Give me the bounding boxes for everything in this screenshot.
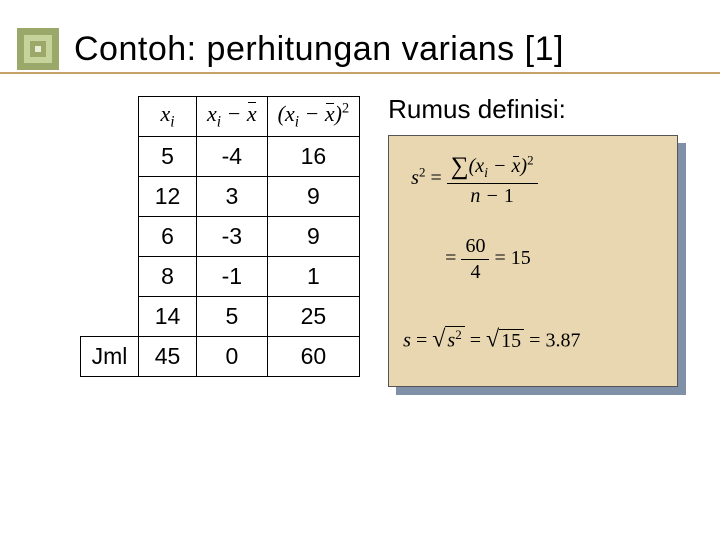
cell-sq: 1 (267, 257, 359, 297)
formula-variance: s2 = ∑(xi − x)2 n − 1 (411, 150, 537, 209)
header-sq: (xi − x)2 (267, 97, 359, 137)
cell-xi: 5 (139, 137, 197, 177)
content-area: xi xi − x (xi − x)2 5 -4 16 (80, 96, 696, 387)
table-row: 8 -1 1 (81, 257, 360, 297)
cell-sq: 9 (267, 217, 359, 257)
cell-xi: 8 (139, 257, 197, 297)
header-dev: xi − x (197, 97, 268, 137)
table-column: xi xi − x (xi − x)2 5 -4 16 (80, 96, 360, 387)
cell-xi: 14 (139, 297, 197, 337)
header-empty (81, 97, 139, 137)
formula-column: Rumus definisi: s2 = ∑(xi − x)2 n − 1 = (388, 96, 696, 387)
cell-dev: -4 (197, 137, 268, 177)
formula-substitute: = 60 4 = 15 (445, 234, 531, 285)
slide-container: Contoh: perhitungan varians [1] xi xi − … (0, 0, 720, 540)
table-header-row: xi xi − x (xi − x)2 (81, 97, 360, 137)
slide-title: Contoh: perhitungan varians [1] (74, 30, 564, 69)
sum-sq: 60 (267, 337, 359, 377)
formula-label: Rumus definisi: (388, 94, 696, 125)
title-bullet-icon (14, 25, 62, 73)
cell-sq: 25 (267, 297, 359, 337)
variance-table: xi xi − x (xi − x)2 5 -4 16 (80, 96, 360, 377)
table-row: 6 -3 9 (81, 217, 360, 257)
sum-dev: 0 (197, 337, 268, 377)
sum-xi: 45 (139, 337, 197, 377)
cell-dev: -3 (197, 217, 268, 257)
table-row: 12 3 9 (81, 177, 360, 217)
cell-dev: 3 (197, 177, 268, 217)
table-sum-row: Jml 45 0 60 (81, 337, 360, 377)
cell-sq: 9 (267, 177, 359, 217)
cell-xi: 6 (139, 217, 197, 257)
table-row: 14 5 25 (81, 297, 360, 337)
formula-box: s2 = ∑(xi − x)2 n − 1 = 60 4 (388, 135, 678, 387)
cell-dev: 5 (197, 297, 268, 337)
cell-xi: 12 (139, 177, 197, 217)
formula-stddev: s = √s2 = √15 = 3.87 (403, 326, 580, 354)
cell-sq: 16 (267, 137, 359, 177)
sum-label: Jml (81, 337, 139, 377)
title-bar: Contoh: perhitungan varians [1] (0, 26, 720, 74)
formula-content: s2 = ∑(xi − x)2 n − 1 = 60 4 (388, 135, 678, 387)
cell-dev: -1 (197, 257, 268, 297)
table-row: 5 -4 16 (81, 137, 360, 177)
header-xi: xi (139, 97, 197, 137)
